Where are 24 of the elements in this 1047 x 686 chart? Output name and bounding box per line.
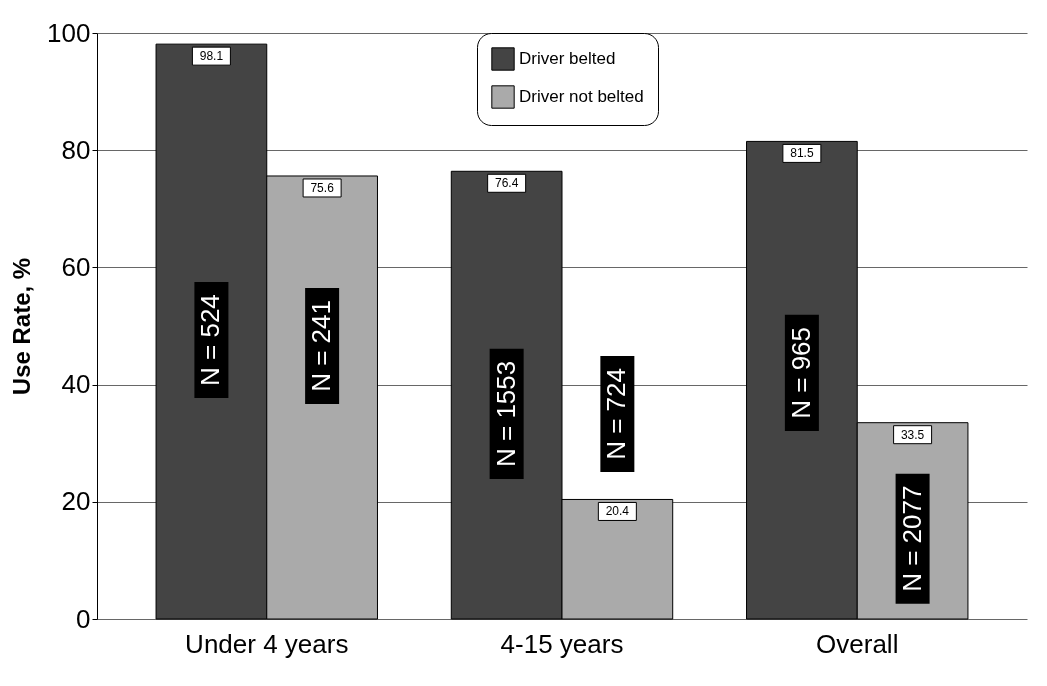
- y-tick-label: 100: [47, 17, 91, 48]
- data-label: 33.5: [900, 427, 925, 442]
- data-label: 81.5: [790, 146, 814, 161]
- x-tick-label: 4-15 years: [500, 628, 624, 659]
- data-label: 76.4: [494, 176, 519, 191]
- annotation: N = 965: [785, 326, 816, 419]
- data-label: 20.4: [605, 504, 630, 519]
- y-tick-label: 0: [76, 603, 91, 634]
- x-tick-label: Overall: [816, 628, 899, 659]
- annotation: N = 2077: [896, 485, 927, 592]
- y-tick-label: 40: [61, 369, 91, 400]
- data-label: 75.6: [310, 180, 335, 195]
- legend-label: Driver belted: [519, 49, 616, 68]
- annotation: N = 241: [306, 300, 337, 392]
- data-label: 98.1: [199, 49, 224, 64]
- y-tick-label: 80: [61, 134, 91, 165]
- legend-label: Driver not belted: [519, 87, 644, 106]
- annotation: N = 724: [601, 368, 632, 460]
- annotation: N = 1553: [490, 360, 521, 468]
- y-tick-label: 20: [61, 486, 91, 517]
- y-axis-title: Use Rate, %: [8, 257, 36, 396]
- x-tick-label: Under 4 years: [185, 628, 349, 659]
- y-tick-label: 60: [61, 251, 91, 282]
- annotation: N = 524: [195, 294, 226, 386]
